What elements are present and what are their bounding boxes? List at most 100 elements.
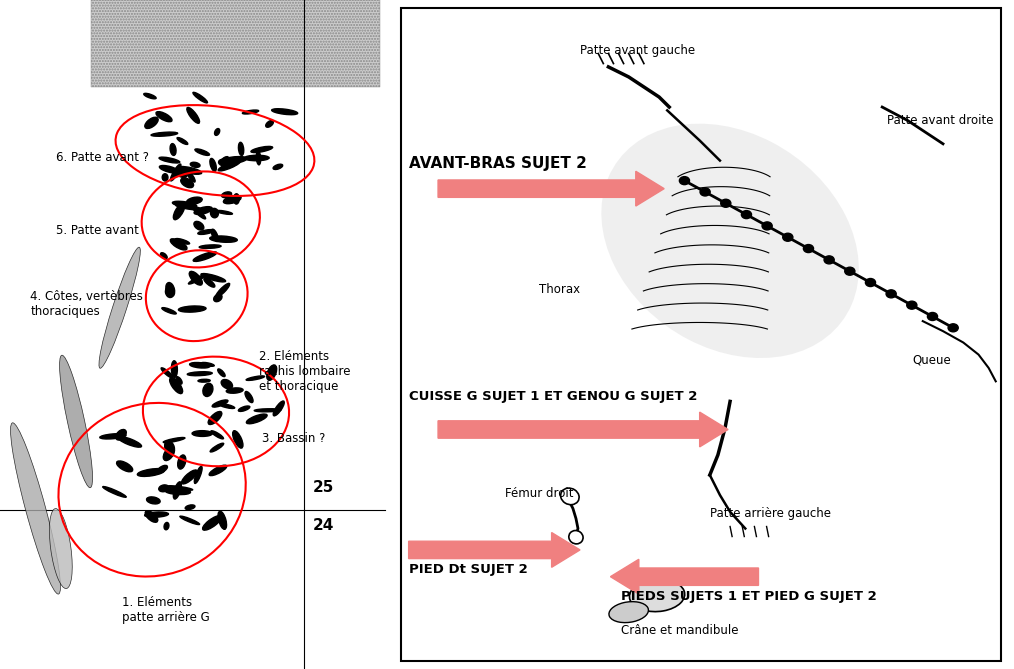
Ellipse shape xyxy=(165,288,173,298)
Text: Patte avant droite: Patte avant droite xyxy=(887,114,994,127)
Ellipse shape xyxy=(250,147,273,153)
Ellipse shape xyxy=(216,284,229,297)
Ellipse shape xyxy=(171,361,177,377)
Ellipse shape xyxy=(170,239,187,250)
Text: Patte avant gauche: Patte avant gauche xyxy=(580,44,696,58)
Ellipse shape xyxy=(679,177,690,185)
Ellipse shape xyxy=(195,466,202,484)
Text: Patte arrière gauche: Patte arrière gauche xyxy=(710,507,830,520)
Ellipse shape xyxy=(186,170,195,182)
Ellipse shape xyxy=(211,208,218,218)
Ellipse shape xyxy=(232,431,243,448)
Ellipse shape xyxy=(147,497,160,504)
FancyArrow shape xyxy=(438,171,664,206)
Ellipse shape xyxy=(201,363,214,367)
Ellipse shape xyxy=(238,406,249,411)
Ellipse shape xyxy=(218,161,240,171)
Ellipse shape xyxy=(865,278,875,286)
Text: PIEDS SUJETS 1 ET PIED G SUJET 2: PIEDS SUJETS 1 ET PIED G SUJET 2 xyxy=(621,590,876,603)
Ellipse shape xyxy=(561,488,579,504)
FancyArrow shape xyxy=(610,559,758,594)
Ellipse shape xyxy=(187,197,202,204)
Ellipse shape xyxy=(145,512,168,517)
Ellipse shape xyxy=(10,423,61,594)
Ellipse shape xyxy=(116,429,127,440)
Ellipse shape xyxy=(159,157,179,163)
Ellipse shape xyxy=(159,165,178,173)
Ellipse shape xyxy=(216,211,232,214)
Ellipse shape xyxy=(244,155,269,161)
Ellipse shape xyxy=(609,601,648,623)
Ellipse shape xyxy=(170,144,176,155)
Ellipse shape xyxy=(266,120,274,127)
Ellipse shape xyxy=(182,470,198,484)
Text: Queue: Queue xyxy=(913,353,951,367)
Ellipse shape xyxy=(267,365,277,380)
Ellipse shape xyxy=(203,516,221,531)
Ellipse shape xyxy=(190,363,210,368)
Ellipse shape xyxy=(238,142,243,155)
Text: AVANT-BRAS SUJET 2: AVANT-BRAS SUJET 2 xyxy=(409,157,586,171)
Ellipse shape xyxy=(204,278,215,287)
Ellipse shape xyxy=(273,401,284,416)
Text: CUISSE G SUJET 1 ET GENOU G SUJET 2: CUISSE G SUJET 1 ET GENOU G SUJET 2 xyxy=(409,389,697,403)
Ellipse shape xyxy=(198,379,210,382)
Ellipse shape xyxy=(211,229,218,242)
Ellipse shape xyxy=(177,455,186,469)
FancyBboxPatch shape xyxy=(401,8,1001,661)
Ellipse shape xyxy=(273,164,283,169)
Ellipse shape xyxy=(144,93,156,99)
Ellipse shape xyxy=(845,267,855,275)
Ellipse shape xyxy=(210,236,237,242)
Ellipse shape xyxy=(630,579,684,611)
Text: Crâne et mandibule: Crâne et mandibule xyxy=(621,624,738,637)
Ellipse shape xyxy=(255,409,281,412)
Ellipse shape xyxy=(99,248,140,368)
Ellipse shape xyxy=(201,274,225,282)
Ellipse shape xyxy=(210,159,216,171)
Ellipse shape xyxy=(199,245,221,248)
Ellipse shape xyxy=(175,205,201,210)
Polygon shape xyxy=(91,0,380,87)
Ellipse shape xyxy=(220,157,228,164)
Ellipse shape xyxy=(176,167,202,174)
Ellipse shape xyxy=(210,443,224,452)
Ellipse shape xyxy=(783,233,793,242)
Ellipse shape xyxy=(157,466,167,473)
Ellipse shape xyxy=(928,312,938,320)
Ellipse shape xyxy=(189,275,206,284)
Ellipse shape xyxy=(803,245,813,253)
Ellipse shape xyxy=(211,431,223,439)
Ellipse shape xyxy=(170,164,180,181)
Ellipse shape xyxy=(215,128,220,135)
Ellipse shape xyxy=(194,221,204,230)
Ellipse shape xyxy=(222,192,231,197)
Ellipse shape xyxy=(195,149,210,155)
Ellipse shape xyxy=(162,174,168,181)
Ellipse shape xyxy=(151,132,177,136)
Ellipse shape xyxy=(198,229,214,234)
Ellipse shape xyxy=(214,294,222,302)
Ellipse shape xyxy=(180,178,194,188)
Ellipse shape xyxy=(219,403,234,409)
Ellipse shape xyxy=(601,124,859,358)
Ellipse shape xyxy=(177,138,188,145)
FancyArrow shape xyxy=(438,412,728,447)
Ellipse shape xyxy=(164,441,174,454)
Ellipse shape xyxy=(191,163,200,167)
Ellipse shape xyxy=(190,272,203,285)
Ellipse shape xyxy=(173,203,185,219)
Ellipse shape xyxy=(188,372,212,376)
Ellipse shape xyxy=(242,110,259,114)
Ellipse shape xyxy=(700,188,710,196)
Ellipse shape xyxy=(763,222,773,230)
Ellipse shape xyxy=(176,377,183,384)
Text: 3. Bassin ?: 3. Bassin ? xyxy=(262,432,325,445)
Ellipse shape xyxy=(569,531,583,544)
Ellipse shape xyxy=(179,516,200,524)
Text: Thorax: Thorax xyxy=(539,282,581,296)
Ellipse shape xyxy=(118,436,142,447)
Ellipse shape xyxy=(257,151,261,165)
Ellipse shape xyxy=(163,447,174,460)
Ellipse shape xyxy=(824,256,835,264)
